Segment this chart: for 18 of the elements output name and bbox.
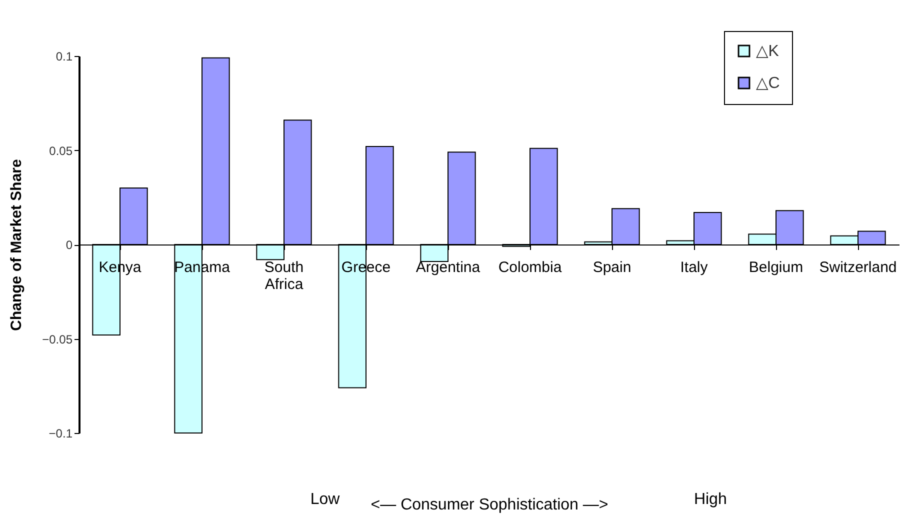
x-axis-title: <— Consumer Sophistication —> <box>370 496 608 514</box>
x-tick-label: Argentina <box>416 259 481 276</box>
x-tick-label: Belgium <box>748 259 804 276</box>
y-tick-label: 0.1 <box>56 50 73 64</box>
x-tick-label: Spain <box>592 259 632 276</box>
y-tick-label: −0.1 <box>48 426 73 440</box>
y-tick-label: −0.05 <box>42 332 73 346</box>
text: High <box>694 491 727 508</box>
x-tick-label: Switzerland <box>819 259 897 276</box>
x-tick-label: Italy <box>680 259 708 276</box>
legend-label: △C <box>756 75 780 92</box>
legend-label: △K <box>756 43 780 60</box>
y-tick-label: 0.05 <box>49 144 73 158</box>
text: Low <box>310 491 340 508</box>
x-tick-label: South Africa <box>264 259 304 293</box>
x-tick-label: Colombia <box>498 259 562 276</box>
y-tick-label: 0 <box>66 238 73 252</box>
y-axis-title: Change of Market Share <box>8 159 26 331</box>
